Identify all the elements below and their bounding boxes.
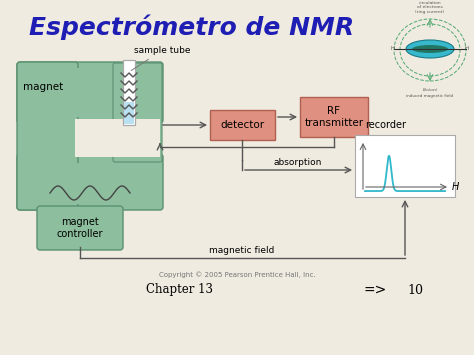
FancyBboxPatch shape (117, 67, 158, 158)
Text: Espectrómetro de NMR: Espectrómetro de NMR (29, 14, 355, 40)
Text: RF
transmitter: RF transmitter (304, 106, 364, 128)
FancyBboxPatch shape (43, 212, 117, 244)
FancyBboxPatch shape (355, 135, 455, 197)
Ellipse shape (412, 45, 448, 53)
FancyBboxPatch shape (17, 62, 78, 210)
Text: Chapter 13: Chapter 13 (146, 284, 213, 296)
Text: H: H (452, 182, 459, 192)
FancyBboxPatch shape (300, 97, 368, 137)
FancyBboxPatch shape (123, 60, 135, 125)
Text: absorption: absorption (274, 158, 322, 167)
Text: H: H (465, 47, 469, 51)
FancyBboxPatch shape (23, 163, 158, 204)
Text: H: H (391, 47, 395, 51)
FancyBboxPatch shape (75, 119, 160, 157)
Text: Copyright © 2005 Pearson Prentice Hall, Inc.: Copyright © 2005 Pearson Prentice Hall, … (159, 272, 315, 278)
FancyBboxPatch shape (210, 110, 275, 140)
FancyBboxPatch shape (124, 102, 134, 124)
FancyBboxPatch shape (23, 68, 158, 117)
FancyBboxPatch shape (37, 206, 123, 250)
FancyBboxPatch shape (17, 62, 163, 123)
Text: recorder: recorder (365, 120, 406, 130)
FancyBboxPatch shape (17, 154, 163, 210)
FancyBboxPatch shape (113, 63, 162, 162)
Text: 10: 10 (407, 284, 423, 296)
FancyBboxPatch shape (23, 105, 73, 157)
Text: detector: detector (220, 120, 264, 130)
Text: magnet
controller: magnet controller (57, 217, 103, 239)
Text: sample tube: sample tube (131, 46, 190, 71)
Text: magnetic field: magnetic field (210, 246, 275, 255)
Ellipse shape (406, 40, 454, 58)
Text: circulation
of electrons
(ring current): circulation of electrons (ring current) (416, 1, 445, 14)
Text: =>: => (364, 283, 387, 297)
Text: $B_{induced}$
induced magnetic field: $B_{induced}$ induced magnetic field (406, 86, 454, 98)
Text: magnet: magnet (23, 82, 63, 92)
